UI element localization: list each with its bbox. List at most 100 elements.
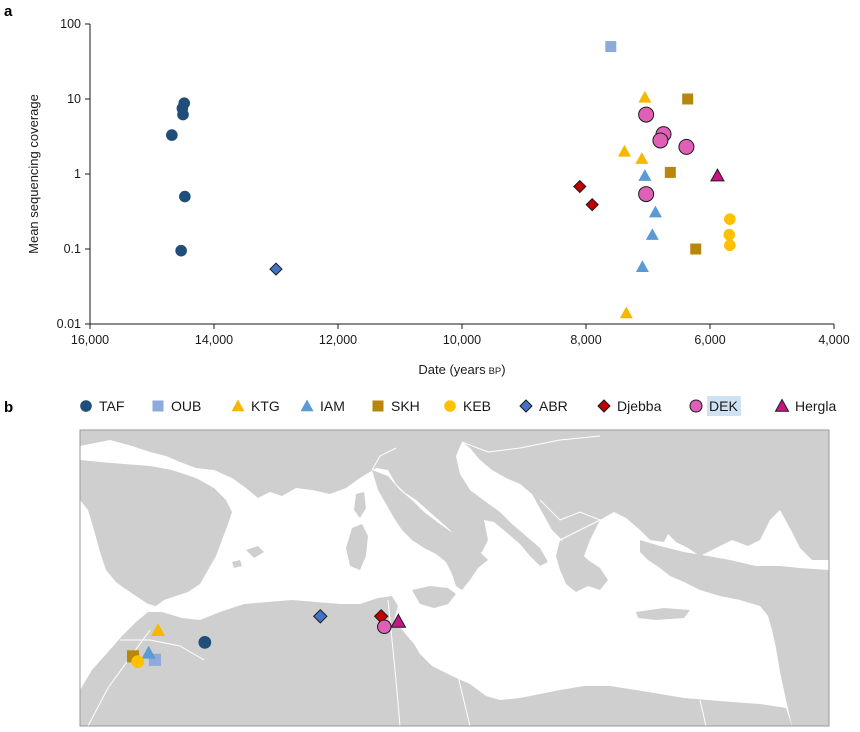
map-site-dek (377, 619, 392, 635)
data-point-dek (678, 138, 695, 155)
data-point-skh (664, 166, 676, 178)
legend-item-dek: DEK (689, 396, 741, 416)
crete-landmass (636, 608, 690, 620)
y-tick-label: 10 (67, 92, 81, 106)
legend-marker (444, 400, 456, 412)
legend-marker (519, 399, 533, 413)
map-site-abr (312, 608, 328, 624)
data-point-keb (724, 239, 736, 252)
anatolia-levant-landmass (640, 540, 829, 726)
legend-item-djebba: Djebba (597, 398, 662, 414)
x-tick-label: 8,000 (570, 333, 601, 347)
map-frame (79, 429, 830, 727)
data-point-abr (269, 262, 283, 276)
legend-item-abr: ABR (519, 398, 568, 414)
legend-label: TAF (99, 398, 124, 414)
legend-marker (231, 399, 245, 412)
x-tick-label: 6,000 (694, 333, 725, 347)
legend-label: ABR (539, 398, 568, 414)
series-skh (664, 93, 702, 255)
legend-label: Hergla (795, 398, 836, 414)
legend: TAF OUB KTG IAM SKH KEB ABR Djebba DEK Hergla (80, 396, 836, 416)
data-point-ktg (617, 144, 631, 157)
y-tick-label: 0.1 (64, 242, 81, 256)
legend-item-ktg: KTG (231, 398, 280, 414)
map-site-taf (198, 636, 212, 649)
legend-label: KEB (463, 398, 491, 414)
north-africa-landmass (80, 596, 792, 726)
data-point-iam (635, 260, 649, 272)
legend-label: SKH (391, 398, 420, 414)
map-borders (87, 435, 707, 727)
series-dek (638, 106, 695, 203)
corsica-landmass (354, 492, 366, 518)
legend-label: DEK (709, 398, 738, 414)
panel-label-b: b (4, 399, 13, 416)
legend-marker (597, 399, 611, 413)
data-point-ktg (635, 152, 649, 164)
y-tick-label: 0.01 (57, 317, 81, 331)
x-axis-title: Date (years BP) (418, 362, 505, 377)
data-point-djebba (585, 197, 599, 212)
series-ktg (617, 90, 652, 319)
data-point-ktg (619, 306, 633, 319)
data-point-dek (638, 106, 655, 123)
legend-item-keb: KEB (444, 398, 491, 414)
data-point-skh (682, 93, 694, 105)
y-tick-label: 1 (74, 167, 81, 181)
series-hergla (710, 168, 725, 182)
border-morocco-algeria (120, 639, 205, 661)
iberia-landmass (80, 460, 232, 606)
data-point-iam (648, 205, 662, 218)
map-land (80, 430, 829, 726)
sicily-landmass (412, 586, 456, 608)
legend-item-skh: SKH (372, 398, 420, 414)
greece-landmass (556, 540, 608, 592)
scatter-chart: 16,000 14,000 12,000 10,000 8,000 6,000 4,000 1… (26, 17, 850, 377)
panel-label-a: a (4, 3, 13, 20)
x-axis-title-unit: BP (489, 366, 502, 377)
legend-item-iam: IAM (300, 398, 345, 414)
data-point-iam (638, 169, 652, 181)
data-point-taf (175, 244, 187, 257)
map-site-hergla (390, 613, 407, 628)
legend-label: Djebba (617, 398, 662, 414)
chart-axes (89, 24, 834, 325)
data-point-iam (645, 228, 659, 240)
border-france-spain (225, 479, 233, 501)
legend-marker (152, 400, 164, 412)
legend-item-oub: OUB (152, 398, 201, 414)
map-panel (79, 429, 830, 727)
data-point-taf (179, 190, 191, 203)
legend-label: IAM (320, 398, 345, 414)
data-point-keb (724, 213, 736, 225)
data-point-oub (605, 41, 617, 53)
balearic-landmass (232, 546, 264, 568)
legend-item-hergla: Hergla (774, 398, 836, 414)
data-point-taf (177, 108, 189, 121)
data-point-dek (652, 132, 669, 149)
legend-marker (689, 399, 703, 413)
border-france-italy (371, 447, 397, 471)
chart-points (166, 41, 736, 319)
legend-marker (80, 400, 92, 412)
x-axis-title-close: ) (501, 362, 505, 377)
x-axis-title-main: Date (years (418, 362, 486, 377)
map-sites (127, 608, 407, 668)
border-algeria-tunisia (387, 599, 401, 727)
series-taf (166, 97, 191, 257)
sardinia-landmass (346, 524, 368, 570)
map-site-iam (141, 645, 156, 659)
data-point-keb (723, 228, 736, 241)
series-abr (269, 262, 283, 276)
border-balkans (539, 499, 621, 521)
data-point-taf (166, 129, 178, 141)
series-iam (635, 169, 662, 272)
x-tick-label: 4,000 (818, 333, 849, 347)
border-tunisia-libya (457, 675, 471, 727)
data-point-djebba (573, 179, 587, 194)
x-tick-label: 10,000 (443, 333, 481, 347)
legend-item-taf: TAF (80, 398, 124, 414)
legend-highlight (707, 396, 741, 416)
data-point-ktg (638, 90, 652, 103)
